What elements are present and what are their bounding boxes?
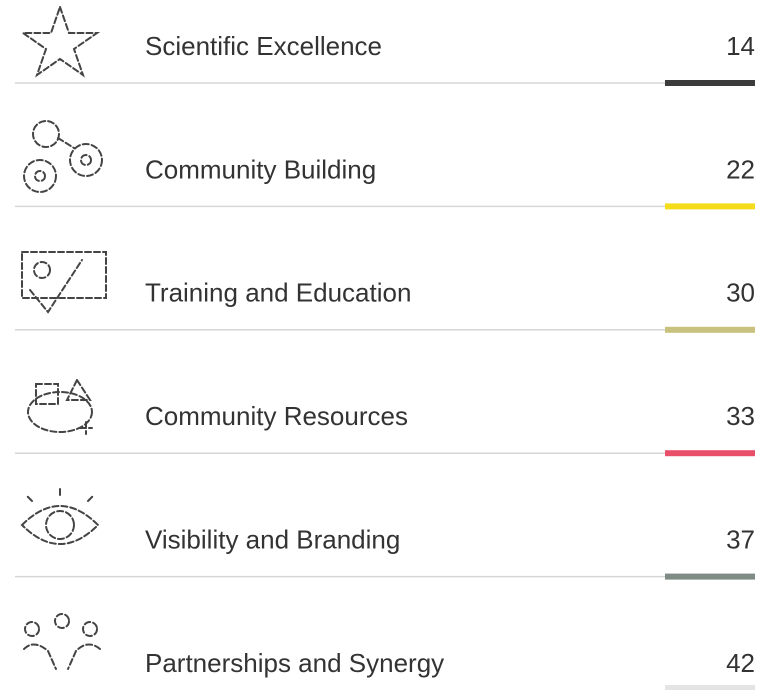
icon-eye <box>20 488 100 545</box>
item-value: 14 <box>726 31 755 61</box>
item-label: Training and Education <box>145 278 411 308</box>
icon-shapes <box>27 377 93 435</box>
item-label: Visibility and Branding <box>145 524 400 554</box>
item-value: 37 <box>726 524 755 554</box>
item-label: Community Resources <box>145 401 408 431</box>
item-value: 42 <box>726 648 755 678</box>
item-value: 33 <box>726 401 755 431</box>
icon-star <box>19 3 101 78</box>
value-bar <box>665 326 755 333</box>
item-value: 30 <box>726 278 755 308</box>
value-bar <box>665 685 755 690</box>
item-value: 22 <box>726 154 755 184</box>
item-label: Community Building <box>145 154 376 184</box>
value-bar <box>665 80 755 86</box>
icon-check <box>21 251 107 314</box>
value-bar <box>665 450 755 457</box>
item-label: Partnerships and Synergy <box>145 648 444 678</box>
value-bar <box>665 203 755 210</box>
icon-gears <box>23 120 103 193</box>
item-label: Scientific Excellence <box>145 31 382 61</box>
icon-people <box>23 613 101 670</box>
value-bar <box>665 573 755 580</box>
